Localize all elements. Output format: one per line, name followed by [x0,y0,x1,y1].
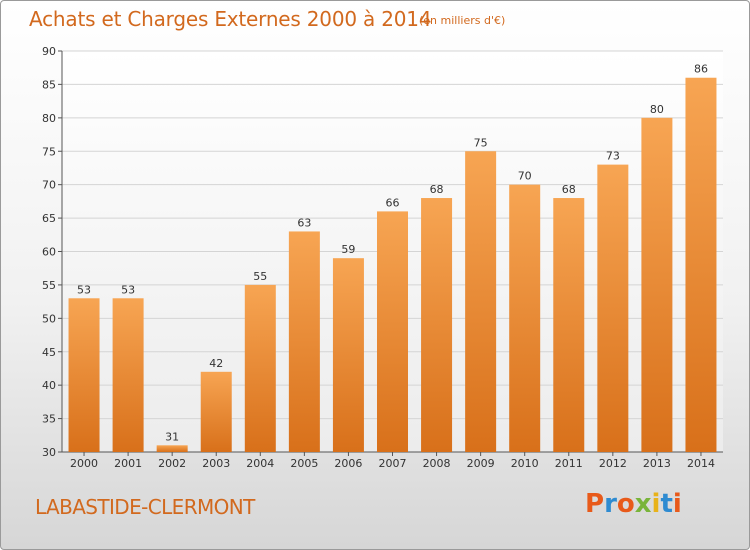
value-label-2003: 42 [209,357,223,370]
brand-letter: i [672,489,682,519]
brand-letter: o [616,489,635,519]
bar-2008 [421,198,453,452]
y-tick-label: 45 [42,346,56,359]
labels: 30 35 40 45 50 55 60 65 70 75 80 85 90 53 2000 53 2001 31… [42,45,715,470]
value-label-2000: 53 [77,283,91,296]
bar-2007 [377,211,408,452]
value-label-2014: 86 [694,63,708,76]
bar-2013 [641,117,673,452]
x-tick-label-2008: 2008 [423,457,451,470]
value-label-2008: 68 [430,183,444,196]
value-label-2005: 63 [297,216,311,229]
x-tick-label-2007: 2007 [379,457,407,470]
y-tick-label: 30 [42,446,56,459]
brand-letter: x [634,489,652,519]
bar-2005 [288,231,320,452]
bar-2012 [597,164,629,452]
y-tick-label: 80 [42,112,56,125]
bar-2000 [68,298,100,452]
value-label-2006: 59 [341,243,355,256]
y-tick-label: 60 [42,246,56,259]
y-tick-label: 90 [42,45,56,58]
x-tick-label-2002: 2002 [158,457,186,470]
x-tick-label-2014: 2014 [687,457,715,470]
value-label-2004: 55 [253,270,267,283]
brand-letter: P [585,489,605,519]
bar-2002 [156,445,188,452]
x-tick-label-2000: 2000 [70,457,98,470]
x-tick-label-2013: 2013 [643,457,671,470]
bar-2004 [244,284,276,452]
x-tick-label-2012: 2012 [599,457,627,470]
commune-name: LABASTIDE-CLERMONT [35,495,255,519]
brand-letter: r [604,489,617,519]
y-tick-label: 75 [42,145,56,158]
bar-2006 [332,258,364,452]
x-tick-label-2010: 2010 [511,457,539,470]
value-label-2001: 53 [121,283,135,296]
value-label-2012: 73 [606,150,620,163]
chart-subtitle: (en milliers d'€) [419,14,506,27]
y-tick-label: 65 [42,212,56,225]
bar-2009 [465,151,497,452]
value-label-2002: 31 [165,430,179,443]
x-tick-label-2003: 2003 [202,457,230,470]
bar-2014 [685,77,717,452]
brand-letter: t [660,489,673,519]
proxiti-logo[interactable]: Proxiti [585,489,682,519]
x-tick-label-2004: 2004 [246,457,274,470]
y-tick-label: 55 [42,279,56,292]
value-label-2009: 75 [474,136,488,149]
bar-2011 [553,198,585,452]
value-label-2010: 70 [518,170,532,183]
y-tick-label: 50 [42,312,56,325]
y-tick-label: 35 [42,413,56,426]
bars [68,77,717,452]
value-label-2013: 80 [650,103,664,116]
bar-2003 [200,371,232,452]
x-tick-label-2001: 2001 [114,457,142,470]
x-tick-label-2011: 2011 [555,457,583,470]
y-tick-label: 40 [42,379,56,392]
brand-letter: i [651,489,661,519]
value-label-2011: 68 [562,183,576,196]
chart-title: Achats et Charges Externes 2000 à 2014 [29,7,432,31]
bar-2010 [509,184,541,452]
x-tick-label-2006: 2006 [334,457,362,470]
x-tick-label-2005: 2005 [290,457,318,470]
y-tick-label: 70 [42,179,56,192]
x-tick-label-2009: 2009 [467,457,495,470]
y-tick-label: 85 [42,78,56,91]
bar-2001 [112,298,144,452]
value-label-2007: 66 [386,196,400,209]
